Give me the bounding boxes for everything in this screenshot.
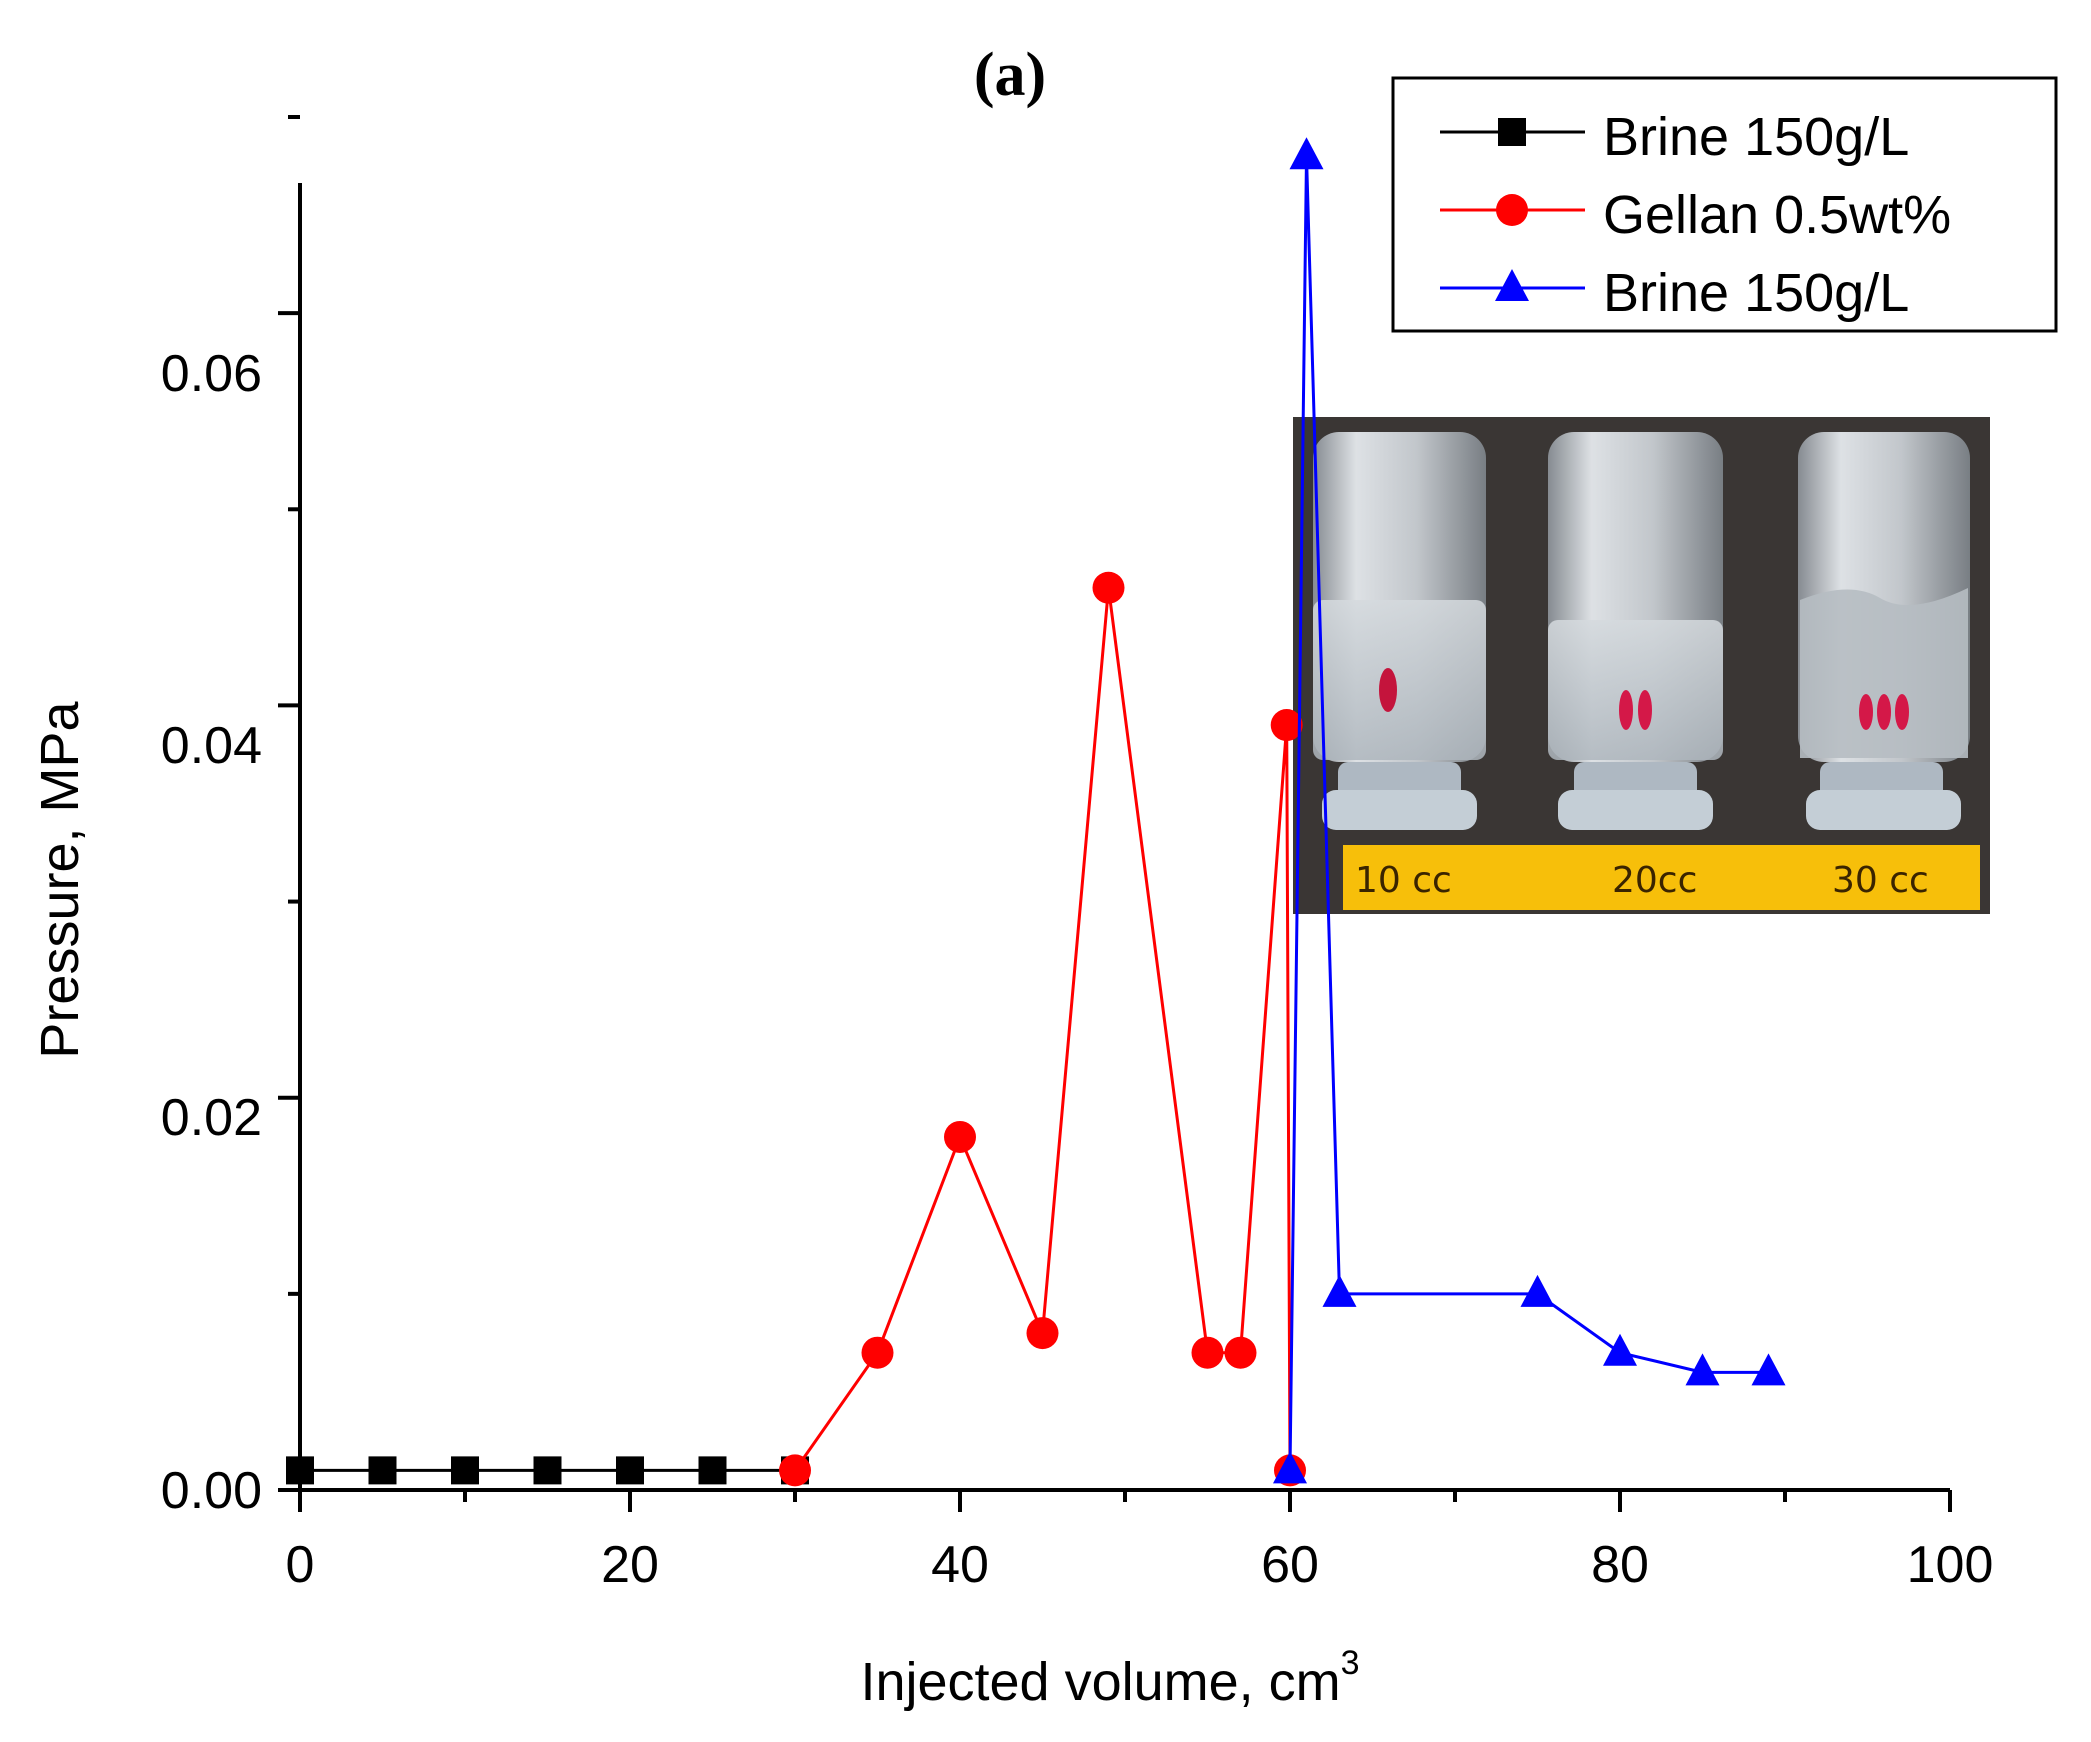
y-tick-label: 0.06 xyxy=(161,345,262,403)
point-brine-post xyxy=(1751,1353,1786,1386)
vial-30cc xyxy=(1798,432,1970,830)
vial-10cc xyxy=(1313,432,1486,830)
point-brine-post xyxy=(1685,1353,1720,1386)
x-tick-label: 20 xyxy=(601,1536,659,1594)
y-axis-label: Pressure, MPa xyxy=(30,700,90,1058)
point-brine-post xyxy=(1322,1274,1357,1307)
point-gellan xyxy=(1092,571,1125,604)
legend-label-gellan: Gellan 0.5wt% xyxy=(1603,185,1951,245)
x-tick-label: 0 xyxy=(286,1536,315,1594)
point-brine-post xyxy=(1603,1333,1637,1366)
inset-label-20cc: 20cc xyxy=(1612,860,1697,901)
x-tick-label: 100 xyxy=(1907,1536,1994,1594)
y-tick-label: 0.00 xyxy=(161,1462,262,1520)
x-axis-label-text: Injected volume, cm xyxy=(860,1652,1340,1712)
legend-label-brine-2: Brine 150g/L xyxy=(1603,263,1909,323)
point-brine-initial xyxy=(616,1456,644,1485)
point-brine-initial xyxy=(451,1456,479,1485)
point-brine-post xyxy=(1273,1451,1307,1484)
point-brine-post xyxy=(1520,1274,1555,1307)
inset-label-10cc: 10 cc xyxy=(1355,860,1452,901)
point-brine-initial xyxy=(368,1456,397,1485)
series-brine-initial xyxy=(286,1456,809,1485)
legend-marker-brine-post xyxy=(1495,269,1529,301)
x-axis-label-superscript: 3 xyxy=(1341,1644,1360,1682)
point-brine-initial xyxy=(286,1456,314,1485)
point-brine-initial xyxy=(698,1456,727,1485)
x-tick-label: 60 xyxy=(1261,1536,1319,1594)
x-axis-label: Injected volume, cm3 xyxy=(860,1644,1359,1712)
vial-20cc xyxy=(1548,432,1723,830)
point-brine-post xyxy=(1289,137,1324,170)
point-gellan xyxy=(779,1454,811,1487)
x-tick-label: 40 xyxy=(931,1536,989,1594)
legend-marker-brine-initial xyxy=(1498,118,1526,146)
legend-label-brine-1: Brine 150g/L xyxy=(1603,107,1909,167)
inset-label-30cc: 30 cc xyxy=(1832,860,1929,901)
point-gellan xyxy=(861,1336,894,1369)
point-gellan xyxy=(1026,1317,1059,1350)
y-tick-label: 0.02 xyxy=(161,1089,262,1147)
point-gellan xyxy=(944,1120,976,1153)
point-gellan xyxy=(1191,1336,1224,1369)
series-layer xyxy=(286,137,1786,1487)
axis-ticks xyxy=(278,115,1952,1512)
series-gellan xyxy=(779,571,1306,1487)
chart-title: (a) xyxy=(974,41,1046,109)
x-tick-label: 80 xyxy=(1591,1536,1649,1594)
series-brine-post xyxy=(1273,137,1786,1484)
vials-photo-inset: 10 cc 20cc 30 cc xyxy=(1293,417,1990,914)
legend-symbols xyxy=(1440,118,1585,301)
point-gellan xyxy=(1270,709,1303,742)
legend: Brine 150g/L Gellan 0.5wt% Brine 150g/L xyxy=(1391,76,2058,333)
legend-marker-gellan xyxy=(1496,194,1528,226)
point-brine-initial xyxy=(533,1456,562,1485)
y-tick-label: 0.04 xyxy=(161,717,262,775)
tick-labels: 0 20 40 60 80 100 0.00 0.02 0.04 0.06 xyxy=(161,345,1994,1594)
point-gellan xyxy=(1224,1336,1257,1369)
inset-label-strip xyxy=(1343,845,1980,910)
